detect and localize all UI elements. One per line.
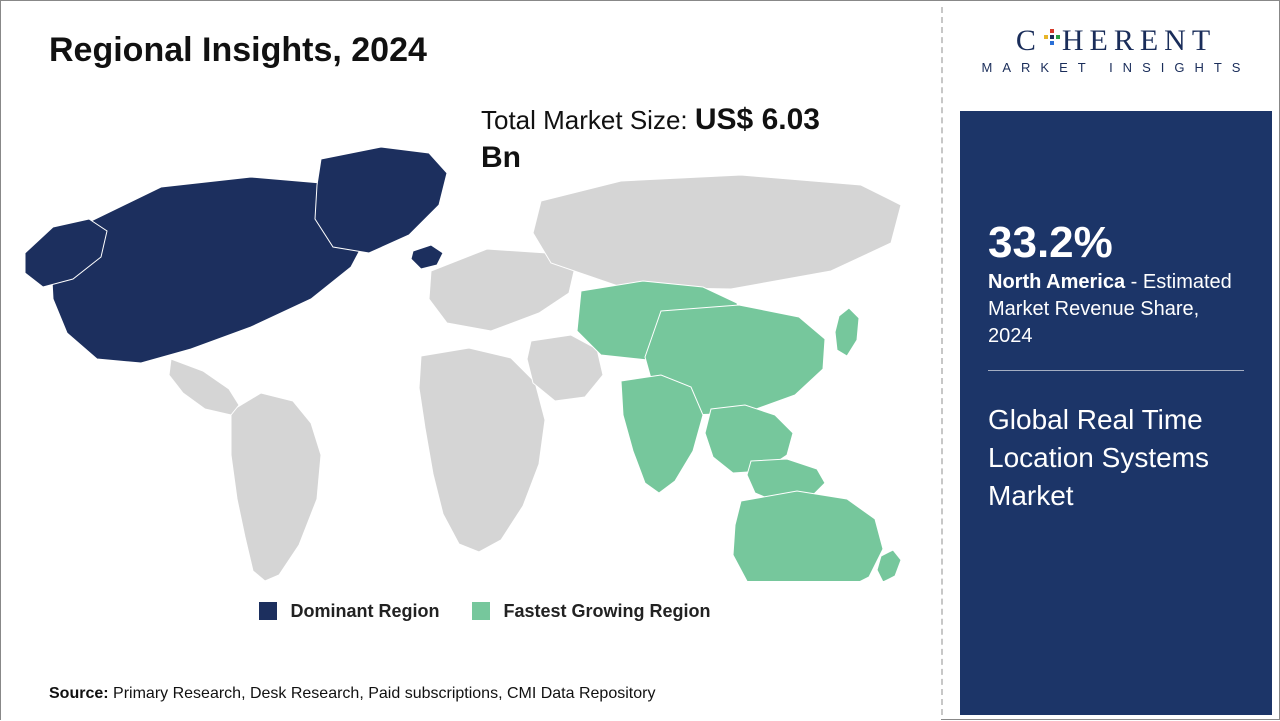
source-line: Source: Primary Research, Desk Research,… bbox=[49, 685, 655, 703]
main-content: Regional Insights, 2024 Total Market Siz… bbox=[1, 1, 941, 721]
map-dominant-region bbox=[25, 147, 447, 363]
brand-tagline: MARKET INSIGHTS bbox=[968, 60, 1264, 75]
brand-logo: C HERENT MARKET INSIGHTS bbox=[968, 23, 1264, 75]
world-map bbox=[21, 141, 921, 581]
vertical-divider bbox=[941, 7, 943, 715]
source-label: Source: bbox=[49, 685, 109, 702]
side-stats-panel: 33.2% North America - Estimated Market R… bbox=[960, 111, 1272, 715]
legend-label-dominant: Dominant Region bbox=[290, 601, 439, 621]
market-size-label: Total Market Size: bbox=[481, 105, 688, 135]
page-title: Regional Insights, 2024 bbox=[49, 31, 427, 70]
map-legend: Dominant Region Fastest Growing Region bbox=[1, 601, 941, 622]
brand-chip-icon bbox=[1042, 23, 1062, 43]
market-title: Global Real Time Location Systems Market bbox=[988, 401, 1244, 514]
brand-name-right: HERENT bbox=[1062, 24, 1216, 57]
side-column: C HERENT MARKET INSIGHTS 33.2% North Ame… bbox=[956, 1, 1276, 721]
map-fastest-region bbox=[577, 281, 901, 581]
legend-label-fastest: Fastest Growing Region bbox=[504, 601, 711, 621]
legend-swatch-dominant bbox=[259, 602, 277, 620]
panel-divider bbox=[988, 370, 1244, 371]
legend-swatch-fastest bbox=[472, 602, 490, 620]
stat-region: North America bbox=[988, 271, 1125, 293]
stat-description: North America - Estimated Market Revenue… bbox=[988, 269, 1244, 350]
brand-name-left: C bbox=[1016, 24, 1042, 57]
stat-percentage: 33.2% bbox=[988, 221, 1244, 265]
source-text: Primary Research, Desk Research, Paid su… bbox=[113, 685, 655, 702]
